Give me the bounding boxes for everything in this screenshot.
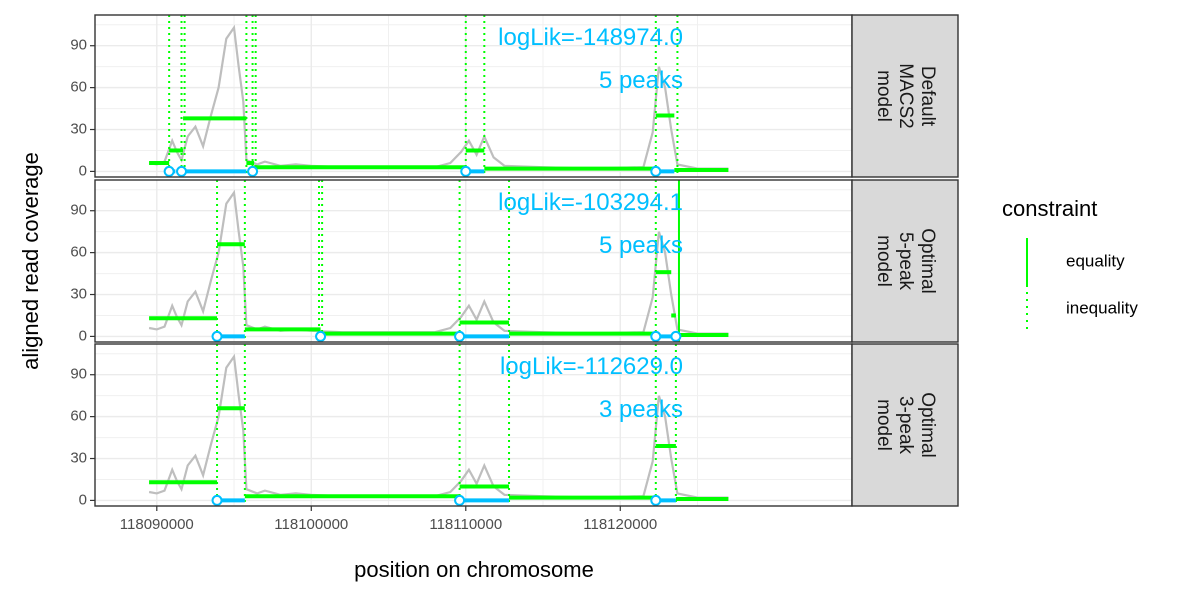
legend-label-equality: equality <box>1066 251 1125 270</box>
peak-start-marker <box>460 165 472 177</box>
peak-start-marker <box>650 494 662 506</box>
panel-1: logLik=-148974.0 5 peaks DefaultMACS2model… <box>70 14 959 179</box>
y-tick-label: 60 <box>70 244 87 261</box>
peak-start-marker <box>247 165 259 177</box>
peaks-count-label: 5 peaks <box>599 232 683 259</box>
coverage-line <box>148 189 729 335</box>
y-tick-label: 60 <box>70 79 87 96</box>
facet-strip-label: Optimal <box>917 228 938 293</box>
y-axis-title: aligned read coverage <box>18 152 43 370</box>
panel-3: logLik=-112629.0 3 peaks Optimal3-peakmode… <box>70 343 959 508</box>
peak-start-marker <box>315 330 327 342</box>
facet-strip-label: model <box>873 70 894 122</box>
x-tick-label: 118090000 <box>120 516 194 533</box>
y-tick-label: 0 <box>79 162 87 179</box>
y-tick-label: 90 <box>70 37 87 54</box>
facet-strip <box>851 179 959 343</box>
peak-start-marker <box>211 330 223 342</box>
peak-start-marker <box>454 494 466 506</box>
peak-start-marker <box>650 330 662 342</box>
y-tick-label: 30 <box>70 449 87 466</box>
y-tick-label: 0 <box>79 327 87 344</box>
panel-background <box>95 15 852 177</box>
facet-strip-label: model <box>873 399 894 451</box>
facet-strip-label: 5-peak <box>895 232 916 291</box>
facet-strip-label: Optimal <box>917 392 938 457</box>
facet-strip <box>851 343 959 507</box>
y-tick-label: 60 <box>70 408 87 425</box>
peak-start-marker <box>670 330 682 342</box>
chart-panels: logLik=-148974.05 peaks DefaultMACS2model… <box>70 14 959 508</box>
loglik-label: logLik=-103294.1 <box>498 189 683 216</box>
facet-strip <box>851 14 959 178</box>
legend-title: constraint <box>1002 196 1097 221</box>
facet-strip-label: 3-peak <box>895 396 916 455</box>
y-tick-label: 30 <box>70 120 87 137</box>
peak-start-marker <box>650 165 662 177</box>
x-axis-title: position on chromosome <box>354 557 594 582</box>
facet-strip-label: Default <box>917 66 938 127</box>
peaks-count-label: 5 peaks <box>599 67 683 94</box>
peaks-count-label: 3 peaks <box>599 396 683 423</box>
loglik-label: logLik=-148974.0 <box>498 24 683 51</box>
peak-start-marker <box>454 330 466 342</box>
x-axis: 118090000 118100000 118110000 118120000 <box>120 506 657 533</box>
x-tick-label: 118120000 <box>583 516 657 533</box>
x-tick-label: 118100000 <box>274 516 348 533</box>
peak-start-marker <box>211 494 223 506</box>
x-tick-label: 118110000 <box>429 516 502 533</box>
facet-strip-label: model <box>873 235 894 287</box>
loglik-label: logLik=-112629.0 <box>500 353 683 380</box>
peak-start-marker <box>163 165 175 177</box>
peak-start-marker <box>176 165 188 177</box>
legend: constraint equality inequality <box>1002 196 1138 333</box>
y-tick-label: 90 <box>70 366 87 383</box>
facet-strip-label: MACS2 <box>895 63 916 128</box>
panel-2: logLik=-103294.1 5 peaks Optimal5-peakmode… <box>70 179 959 344</box>
legend-label-inequality: inequality <box>1066 298 1138 317</box>
y-tick-label: 90 <box>70 202 87 219</box>
y-tick-label: 0 <box>79 491 87 508</box>
y-tick-label: 30 <box>70 285 87 302</box>
